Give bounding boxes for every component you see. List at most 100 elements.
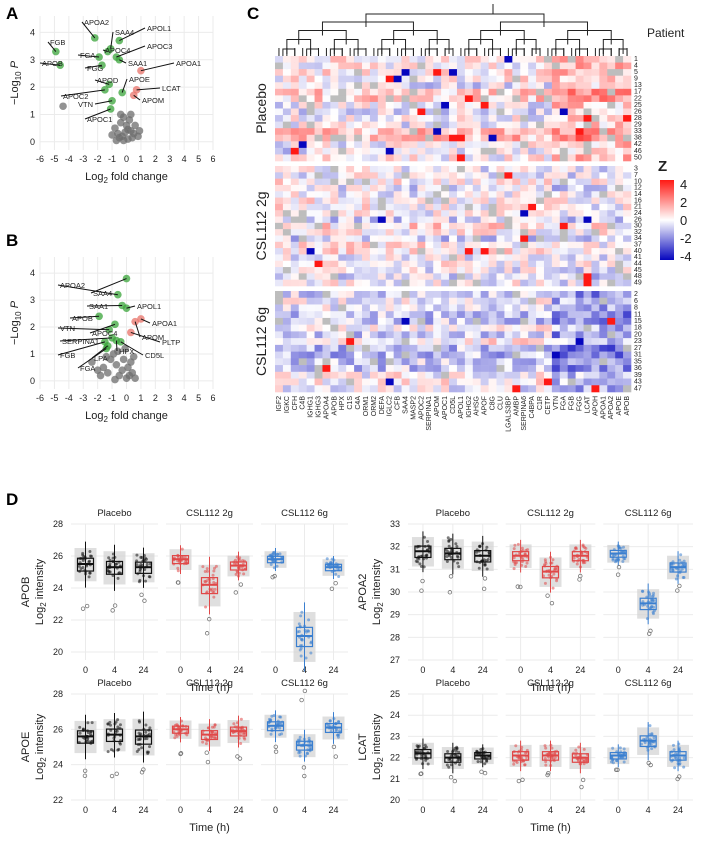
heatmap-cell xyxy=(551,62,561,70)
heatmap-cell xyxy=(290,378,300,386)
heatmap-cell xyxy=(306,279,315,287)
heatmap-cell xyxy=(322,385,331,393)
legend-tick-label: -4 xyxy=(680,249,692,264)
patient-row-label: 23 xyxy=(634,338,642,345)
heatmap-cell xyxy=(417,344,426,352)
heatmap-cell xyxy=(607,273,616,280)
jitter-point xyxy=(677,751,681,755)
heatmap-cell xyxy=(362,304,371,312)
data-point xyxy=(119,136,128,145)
patient-row-label: 28 xyxy=(634,115,642,122)
heatmap-cell xyxy=(488,88,497,96)
heatmap-cell xyxy=(528,304,537,312)
heatmap-cell xyxy=(282,358,292,366)
heatmap-cell xyxy=(472,88,481,96)
heatmap-cell xyxy=(456,82,466,90)
heatmap-cell xyxy=(567,229,576,236)
heatmap-cell xyxy=(346,172,355,179)
heatmap-cell xyxy=(298,358,307,366)
heatmap-cell xyxy=(520,210,529,217)
x-tick-label: 0 xyxy=(518,665,523,675)
outlier-point xyxy=(273,749,279,754)
data-point xyxy=(131,121,139,130)
heatmap-cell xyxy=(322,267,331,274)
heatmap-cell xyxy=(417,241,426,249)
heatmap-cell xyxy=(599,241,608,249)
heatmap-cell xyxy=(425,311,434,319)
heatmap-cell xyxy=(354,166,363,173)
protein-column-label: APOA2 xyxy=(608,396,615,419)
heatmap-cell xyxy=(393,260,402,268)
heatmap-cell xyxy=(512,184,521,192)
heatmap-cell xyxy=(623,351,632,359)
heatmap-cell xyxy=(607,101,616,109)
heatmap-cell xyxy=(528,297,537,305)
heatmap-cell xyxy=(425,172,434,179)
heatmap-cell xyxy=(306,365,315,373)
heatmap-cell xyxy=(369,88,379,96)
heatmap-cell xyxy=(409,267,418,274)
jitter-point xyxy=(513,543,517,547)
heatmap-cell xyxy=(362,222,371,230)
heatmap-cell xyxy=(559,154,569,162)
heatmap-cell xyxy=(480,317,489,325)
jitter-point xyxy=(142,574,146,578)
heatmap-cell xyxy=(306,248,315,255)
heatmap-cell xyxy=(409,203,418,211)
point-label: APOA2 xyxy=(60,281,85,290)
jitter-point xyxy=(575,562,579,566)
heatmap-cell xyxy=(496,56,505,63)
heatmap-cell xyxy=(338,128,347,136)
heatmap-cell xyxy=(314,267,323,274)
heatmap-cell xyxy=(559,279,569,287)
heatmap-cell xyxy=(338,197,347,205)
heatmap-cell xyxy=(464,62,474,70)
heatmap-cell xyxy=(559,172,569,179)
heatmap-cell xyxy=(369,128,379,136)
heatmap-cell xyxy=(322,254,331,262)
heatmap-cell xyxy=(393,101,402,109)
heatmap-cell xyxy=(393,304,402,312)
heatmap-cell xyxy=(306,378,315,386)
heatmap-cell xyxy=(472,62,481,70)
heatmap-cell xyxy=(472,128,481,136)
heatmap-cell xyxy=(607,197,616,205)
heatmap-cell xyxy=(275,351,284,359)
heatmap-cell xyxy=(567,365,576,373)
jitter-point xyxy=(611,557,615,561)
heatmap-cell xyxy=(393,121,402,129)
heatmap-cell xyxy=(456,191,466,198)
heatmap-cell xyxy=(354,241,363,249)
heatmap-cell xyxy=(575,241,584,249)
data-point xyxy=(111,124,119,132)
heatmap-cell xyxy=(369,56,379,63)
heatmap-cell xyxy=(591,358,600,366)
heatmap-cell xyxy=(298,241,307,249)
heatmap-cell xyxy=(409,229,418,236)
jitter-point xyxy=(451,548,455,552)
protein-column-label: C4B xyxy=(300,396,307,410)
data-point xyxy=(129,352,138,361)
heatmap-cell xyxy=(449,235,458,243)
y-tick-label: 20 xyxy=(390,795,400,805)
heatmap-cell xyxy=(528,134,537,142)
heatmap-cell xyxy=(441,254,450,262)
heatmap-cell xyxy=(528,56,537,63)
heatmap-cell xyxy=(314,172,323,179)
jitter-point xyxy=(455,545,459,549)
heatmap-cell xyxy=(496,147,505,155)
heatmap-cell xyxy=(409,378,418,386)
heatmap-cell xyxy=(607,115,616,122)
heatmap-cell xyxy=(377,297,387,305)
heatmap-cell xyxy=(480,134,489,142)
heatmap-cell xyxy=(369,385,379,393)
heatmap-cell xyxy=(314,254,323,262)
heatmap-cell xyxy=(275,344,284,352)
heatmap-cell xyxy=(314,324,323,332)
heatmap-cell xyxy=(464,147,474,155)
heatmap-cell xyxy=(275,197,284,205)
jitter-point xyxy=(337,733,341,737)
heatmap-cell xyxy=(338,75,347,83)
heatmap-cell xyxy=(322,273,331,280)
x-tick-label: 4 xyxy=(112,805,117,815)
